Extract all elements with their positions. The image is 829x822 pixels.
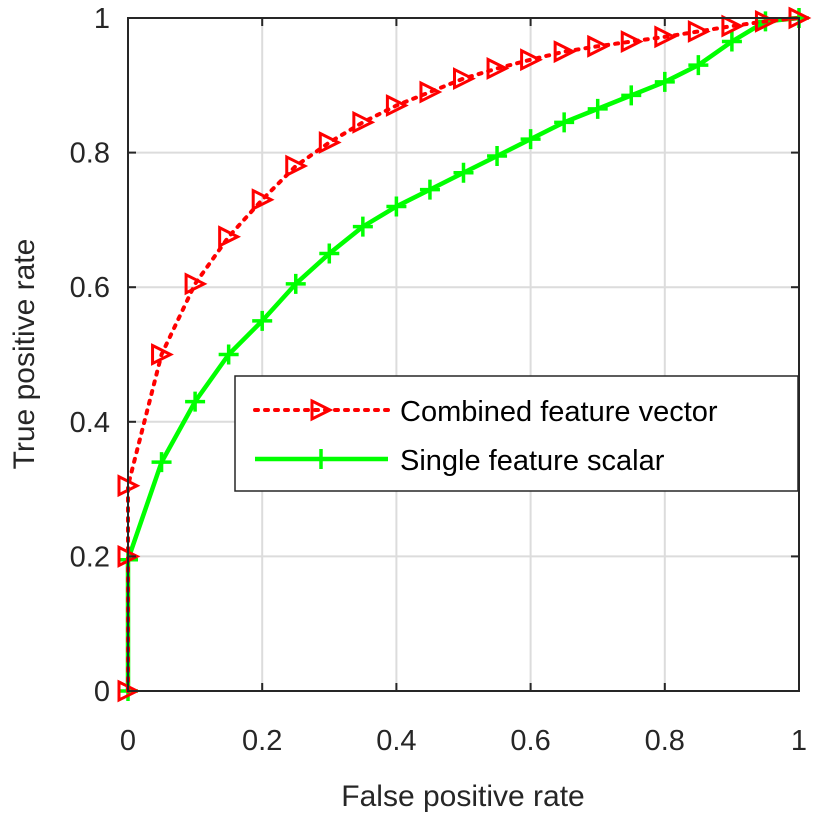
legend-sample-single-feature-scalar — [255, 449, 388, 469]
y-tick-label: 1 — [94, 3, 110, 35]
data-point-single-feature-scalar — [419, 179, 440, 200]
data-point-single-feature-scalar — [185, 391, 206, 412]
y-tick-label: 0 — [94, 676, 110, 708]
legend-label-combined-feature-vector: Combined feature vector — [400, 396, 718, 428]
data-point-combined-feature-vector — [520, 48, 543, 72]
data-point-combined-feature-vector — [754, 9, 778, 33]
data-point-single-feature-scalar — [554, 112, 575, 133]
series-line-combined-feature-vector — [126, 16, 801, 693]
data-point-single-feature-scalar — [386, 196, 407, 217]
x-tick-label: 0.4 — [376, 725, 416, 757]
data-point-combined-feature-vector — [721, 14, 745, 38]
data-point-single-feature-scalar — [688, 55, 709, 76]
data-point-combined-feature-vector — [218, 225, 242, 249]
data-point-combined-feature-vector — [318, 131, 342, 154]
data-point-combined-feature-vector — [285, 154, 309, 178]
data-point-combined-feature-vector — [352, 110, 376, 134]
y-axis-label: True positive rate — [8, 239, 41, 470]
legend-label-single-feature-scalar: Single feature scalar — [400, 445, 665, 477]
data-point-single-feature-scalar — [151, 452, 172, 473]
data-point-combined-feature-vector — [453, 67, 476, 90]
y-tick-label: 0.4 — [70, 407, 110, 439]
x-tick-label: 0.8 — [645, 725, 685, 757]
legend: Combined feature vector Single feature s… — [234, 375, 799, 492]
x-tick-label: 0 — [120, 725, 136, 757]
data-point-single-feature-scalar — [520, 129, 541, 150]
y-tick-label: 0.6 — [70, 272, 110, 304]
data-point-combined-feature-vector — [687, 20, 711, 43]
data-point-combined-feature-vector — [184, 272, 208, 296]
legend-marker-combined-feature-vector — [310, 398, 334, 422]
x-tick-label: 0.6 — [510, 725, 550, 757]
data-point-combined-feature-vector — [486, 57, 510, 80]
data-point-single-feature-scalar — [587, 98, 608, 119]
legend-sample-combined-feature-vector — [253, 398, 390, 422]
data-point-single-feature-scalar — [252, 310, 273, 331]
data-point-combined-feature-vector — [251, 188, 275, 212]
data-point-combined-feature-vector — [620, 30, 644, 53]
data-point-combined-feature-vector — [587, 34, 611, 58]
data-point-combined-feature-vector — [151, 343, 174, 366]
data-point-single-feature-scalar — [721, 31, 742, 52]
tick-labels: 0 0.2 0.4 0.6 0.8 1 0 0.2 0.4 0.6 0.8 1 — [70, 3, 807, 757]
data-point-single-feature-scalar — [487, 145, 508, 166]
legend-box — [234, 375, 799, 492]
data-point-combined-feature-vector — [419, 80, 443, 104]
data-point-single-feature-scalar — [319, 243, 340, 264]
x-tick-label: 1 — [791, 725, 807, 757]
data-point-single-feature-scalar — [621, 85, 642, 106]
x-tick-label: 0.2 — [242, 725, 282, 757]
y-tick-label: 0.2 — [70, 541, 110, 573]
data-point-single-feature-scalar — [654, 71, 675, 92]
y-tick-label: 0.8 — [70, 138, 110, 170]
data-point-single-feature-scalar — [285, 273, 306, 294]
legend-marker-single-feature-scalar — [311, 449, 331, 469]
data-point-combined-feature-vector — [385, 94, 409, 117]
data-point-single-feature-scalar — [218, 344, 239, 365]
data-point-single-feature-scalar — [352, 216, 373, 237]
series-line-single-feature-scalar — [125, 15, 800, 691]
data-point-single-feature-scalar — [453, 162, 474, 183]
plot-frame — [127, 17, 800, 692]
plot-area — [128, 18, 799, 691]
data-point-combined-feature-vector — [654, 25, 678, 49]
x-axis-label: False positive rate — [341, 780, 584, 813]
axis-ticks — [127, 17, 800, 692]
data-point-combined-feature-vector — [553, 40, 577, 64]
